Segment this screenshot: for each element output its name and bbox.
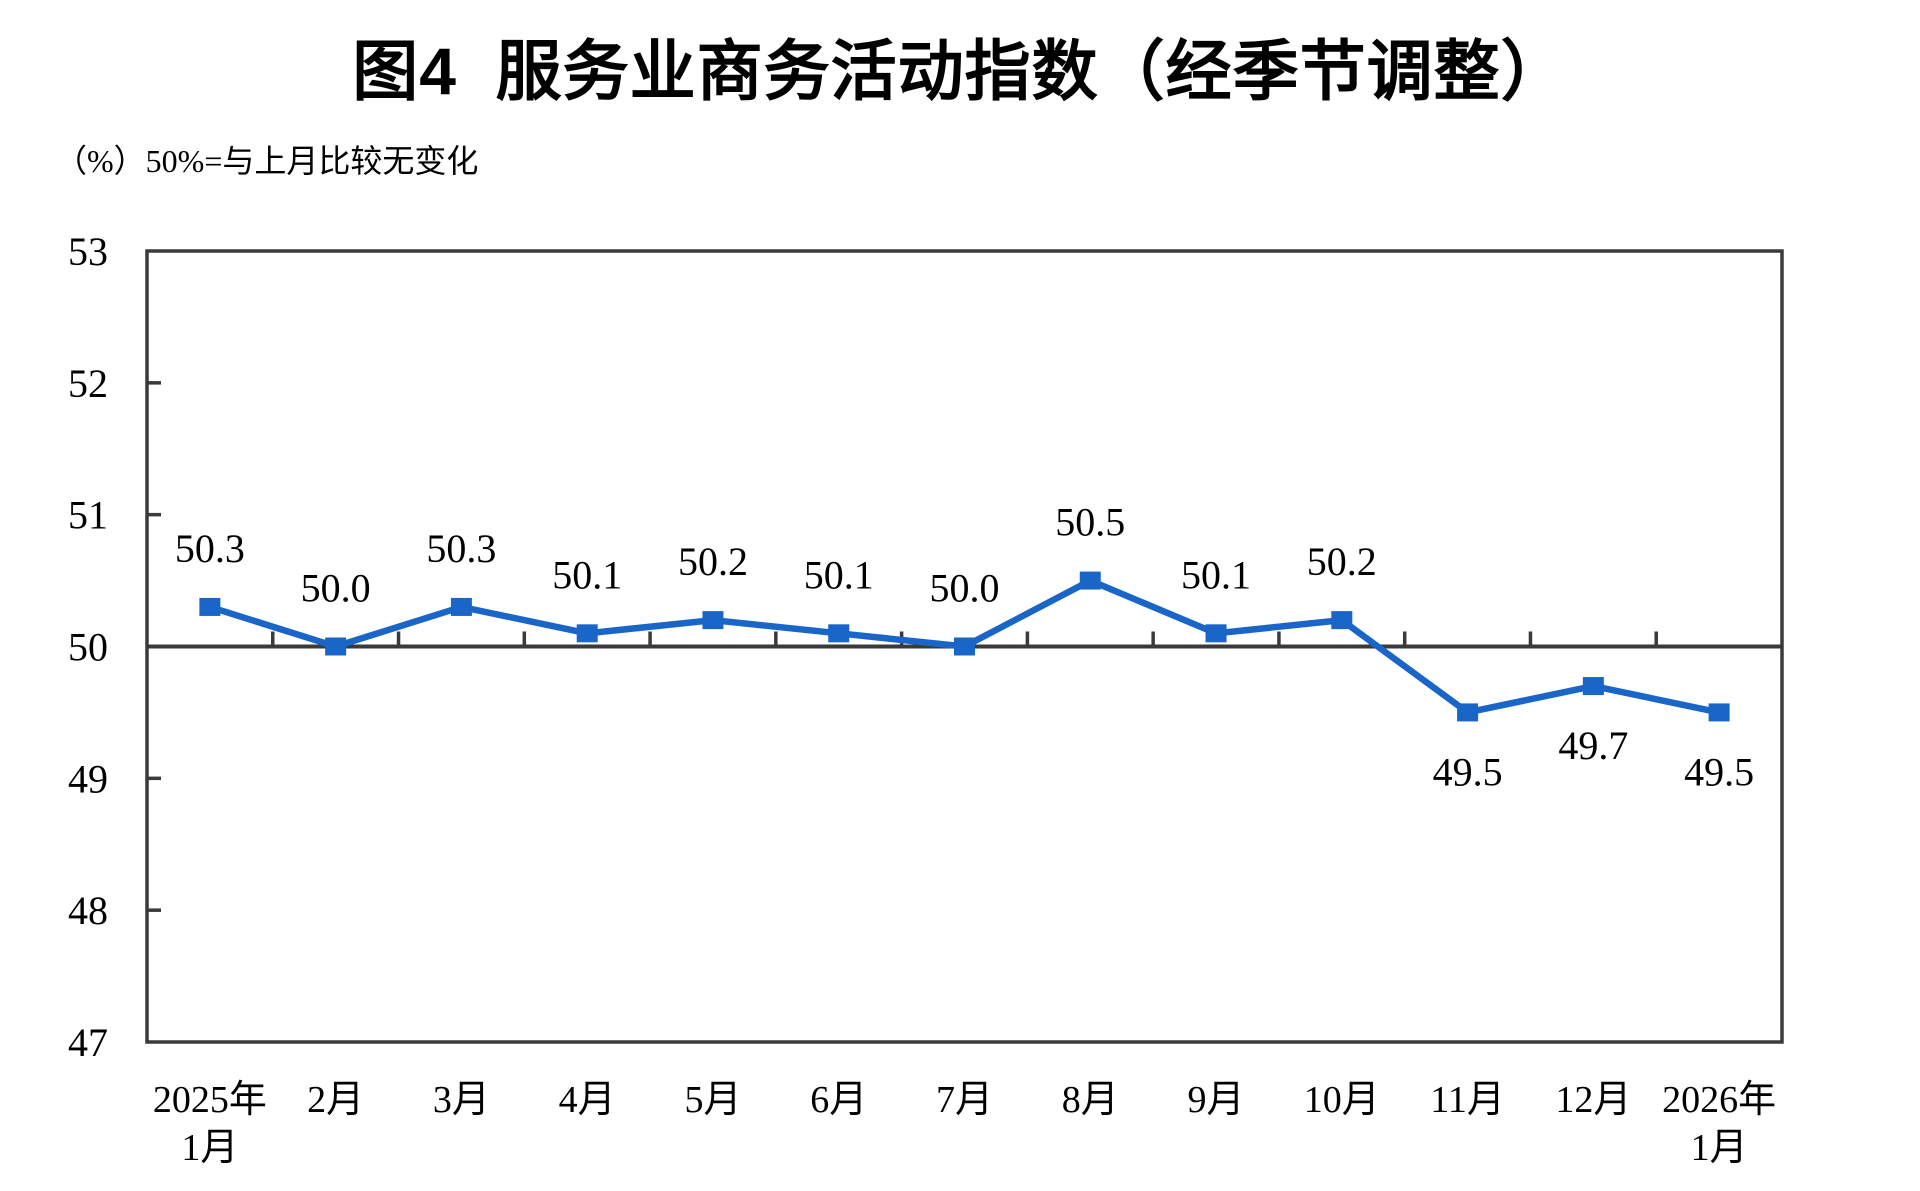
data-point-marker [450,597,472,616]
x-category-label: 5月 [684,1079,741,1121]
x-category-label: 11月 [1430,1079,1505,1121]
chart-title: 图4 服务业商务活动指数（经季节调整） [352,34,1568,108]
data-point-marker [1331,611,1353,630]
data-point-marker [199,597,221,616]
data-label: 50.0 [301,566,371,611]
x-category-label: 3月 [433,1079,490,1121]
data-label: 50.3 [175,526,245,571]
data-point-marker [702,611,724,630]
data-label: 50.1 [1181,552,1251,597]
data-label: 50.2 [1307,539,1377,584]
data-label: 49.7 [1558,723,1628,768]
data-label: 50.2 [678,539,748,584]
y-axis-label-51: 51 [68,493,108,538]
x-category-label: 1月 [1691,1127,1748,1169]
y-axis-label-53: 53 [68,229,108,274]
y-axis-label-49: 49 [68,756,108,801]
data-point-marker [1205,624,1227,643]
data-point-marker [828,624,850,643]
data-label: 50.1 [804,552,874,597]
data-point-marker [325,637,347,656]
data-point-marker [576,624,598,643]
data-label: 50.0 [930,566,1000,611]
y-axis-label-50: 50 [68,625,108,670]
y-axis-label-47: 47 [68,1020,108,1065]
x-category-label: 9月 [1188,1079,1245,1121]
x-category-label: 10月 [1304,1079,1380,1121]
data-label: 50.5 [1055,500,1125,545]
data-label: 49.5 [1433,749,1503,794]
x-category-label: 12月 [1555,1079,1631,1121]
data-point-marker [1079,571,1101,590]
data-point-marker [1708,703,1730,722]
data-point-marker [1457,703,1479,722]
x-category-label: 8月 [1062,1079,1119,1121]
data-point-marker [1582,677,1604,696]
x-category-label: 1月 [181,1127,238,1169]
x-category-label: 6月 [810,1079,867,1121]
x-category-label: 2025年 [153,1079,267,1121]
x-category-label: 2月 [307,1079,364,1121]
data-label: 50.1 [552,552,622,597]
data-label: 50.3 [426,526,496,571]
x-category-label: 7月 [936,1079,993,1121]
data-label: 49.5 [1684,749,1754,794]
y-axis-unit-note: （%）50%=与上月比较无变化 [55,143,479,179]
y-axis-label-48: 48 [68,888,108,933]
x-category-label: 4月 [559,1079,616,1121]
x-category-label: 2026年 [1662,1079,1776,1121]
y-axis-label-52: 52 [68,361,108,406]
data-point-marker [954,637,975,656]
